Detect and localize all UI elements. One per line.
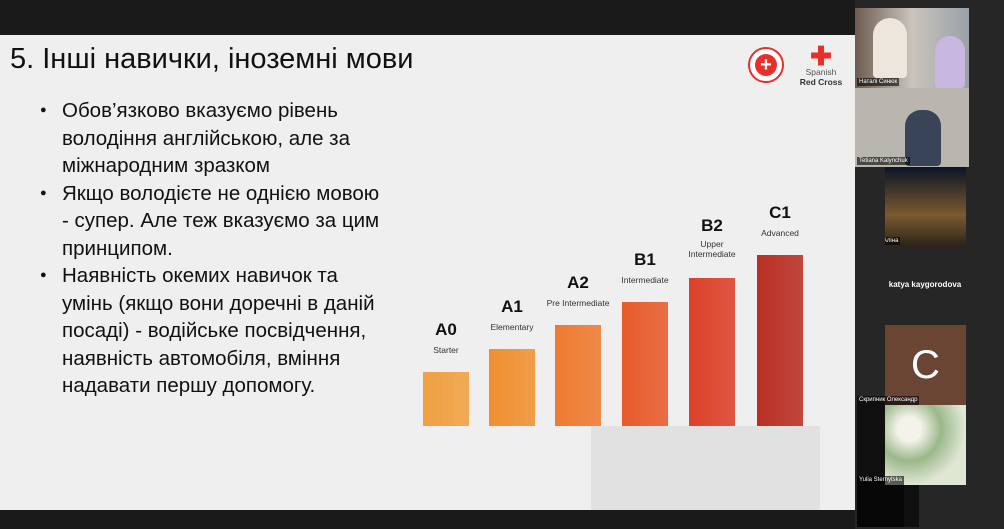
- level-code: C1: [769, 203, 791, 222]
- level-code: A2: [567, 273, 589, 293]
- level-name: Starter: [433, 345, 459, 355]
- participant-name: Yulia Sternytska: [857, 476, 905, 527]
- red-cross-seal-logo: +: [748, 47, 784, 83]
- bar-A2: [555, 325, 601, 426]
- bullet-item: Обов’язково вказуємо рівень володіння ан…: [40, 97, 380, 180]
- level-code: B2: [701, 216, 723, 236]
- slide-title: 5. Інші навички, іноземні мови: [10, 43, 414, 75]
- level-name: Advanced: [761, 228, 799, 238]
- level-code: B1: [634, 249, 656, 269]
- participant-name: Наталi Синюк: [857, 78, 900, 86]
- video-tile[interactable]: Наталi Синюк: [855, 8, 969, 88]
- spanish-red-cross-logo: ✚ Spanish Red Cross: [796, 41, 846, 87]
- level-name: Upper Intermediate: [688, 239, 736, 260]
- cross-icon: ✚: [810, 41, 832, 71]
- bar-A0: [423, 372, 469, 426]
- bullet-list: Обов’язково вказуємо рівень володіння ан…: [40, 97, 380, 400]
- participant-name: Tetiana Kalynchuk: [857, 157, 910, 165]
- bar-C1: [757, 255, 803, 426]
- participant-name[interactable]: katya kaygorodova: [888, 280, 962, 289]
- avatar-initial: C: [911, 343, 940, 387]
- level-name: Intermediate: [621, 274, 669, 285]
- video-tile[interactable]: Устнова Аліна: [885, 167, 966, 247]
- video-tile[interactable]: Tetiana Kalynchuk: [855, 88, 969, 167]
- bullet-item: Наявність окемих навичок та умінь (якщо …: [40, 262, 380, 400]
- bar-B2: [689, 278, 735, 426]
- level-code: A1: [501, 296, 523, 316]
- video-tile[interactable]: [885, 405, 966, 485]
- placeholder-box: [591, 426, 820, 510]
- avatar-tile[interactable]: C: [885, 325, 966, 405]
- bullet-item: Якщо володієте не однією мовою - супер. …: [40, 180, 380, 263]
- bar-A1: [489, 348, 535, 426]
- level-code: A0: [435, 320, 457, 339]
- bar-B1: [622, 301, 668, 426]
- presentation-slide: 5. Інші навички, іноземні мови Обов’язко…: [0, 35, 855, 510]
- participant-name: Устнова Аліна: [885, 237, 901, 245]
- participants-panel: Наталi Синюк Tetiana Kalynchuk Устнова А…: [855, 0, 1004, 529]
- level-name: Pre Intermediate: [546, 298, 610, 309]
- level-name: Elementary: [490, 321, 534, 332]
